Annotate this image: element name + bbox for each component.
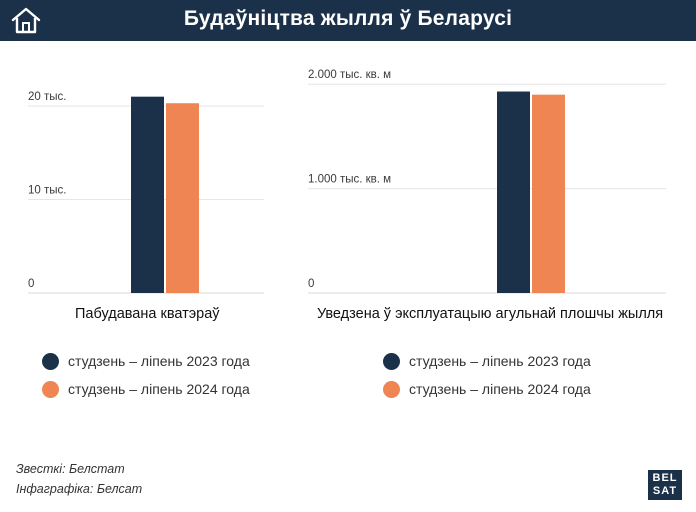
legend-item-2023: студзень – ліпень 2023 года [383, 347, 591, 375]
charts-svg: 0 10 тыс. 20 тыс. 0 1.000 тыс. кв. м 2.000 ты… [28, 69, 666, 294]
chart2-caption: Уведзена ў эксплуатацыю агульнай плошчы … [317, 306, 664, 322]
legend-item-2024: студзень – ліпень 2024 года [383, 375, 591, 403]
legend-chart2: студзень – ліпень 2023 года студзень – л… [383, 347, 591, 403]
legend-label-2024: студзень – ліпень 2024 года [409, 381, 591, 397]
legend-dot-2024 [42, 380, 59, 398]
legend-item-2023: студзень – ліпень 2023 года [42, 347, 250, 375]
legend-label-2023: студзень – ліпень 2023 года [409, 353, 591, 369]
y-tick-label: 20 тыс. [28, 91, 66, 103]
chart1-caption: Пабудавана кватэраў [75, 306, 220, 322]
logo-bottom: SAT [652, 485, 678, 497]
legend-dot-2023 [383, 352, 400, 370]
legend-item-2024: студзень – ліпень 2024 года [42, 375, 250, 403]
y-tick-label: 2.000 тыс. кв. м [308, 69, 391, 81]
y-tick-label: 1.000 тыс. кв. м [308, 174, 391, 186]
y-tick-label: 0 [308, 278, 314, 290]
y-tick-label: 10 тыс. [28, 185, 66, 197]
bar-2023 [131, 96, 164, 294]
home-icon[interactable] [9, 5, 43, 35]
legend-chart1: студзень – ліпень 2023 года студзень – л… [42, 347, 250, 403]
belsat-logo[interactable]: BEL SAT [648, 470, 682, 500]
infographic-credit: Інфаграфіка: Белсат [16, 482, 143, 496]
bar-2023 [497, 91, 530, 294]
legend-dot-2023 [42, 352, 59, 370]
header-bar: Будаўніцтва жылля ў Беларусі [0, 0, 696, 41]
legend-label-2024: студзень – ліпень 2024 года [68, 381, 250, 397]
source-text: Звесткі: Белстат [16, 462, 125, 476]
bar-2024 [532, 94, 565, 293]
page-title: Будаўніцтва жылля ў Беларусі [183, 7, 513, 30]
bar-2024 [166, 103, 199, 294]
legend-dot-2024 [383, 380, 400, 398]
legend-label-2023: студзень – ліпень 2023 года [68, 353, 250, 369]
y-tick-label: 0 [28, 278, 34, 290]
logo-top: BEL [652, 472, 678, 484]
source-note: Звесткі: Белстат Інфаграфіка: Белсат [16, 459, 142, 499]
